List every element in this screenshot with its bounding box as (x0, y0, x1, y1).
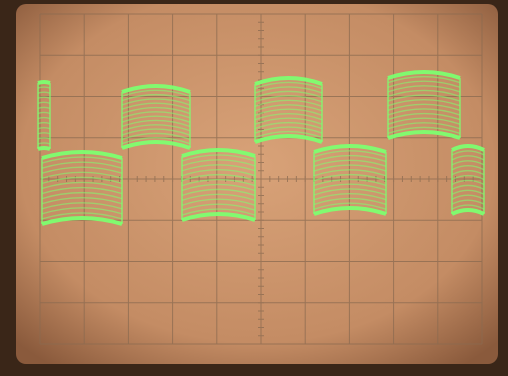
trace-line (38, 148, 50, 149)
trace-line (38, 82, 50, 83)
oscilloscope-photo (0, 0, 508, 376)
page: {} (() => { const NS = 'http://www.w3.or… (0, 0, 508, 376)
screen (16, 4, 498, 364)
